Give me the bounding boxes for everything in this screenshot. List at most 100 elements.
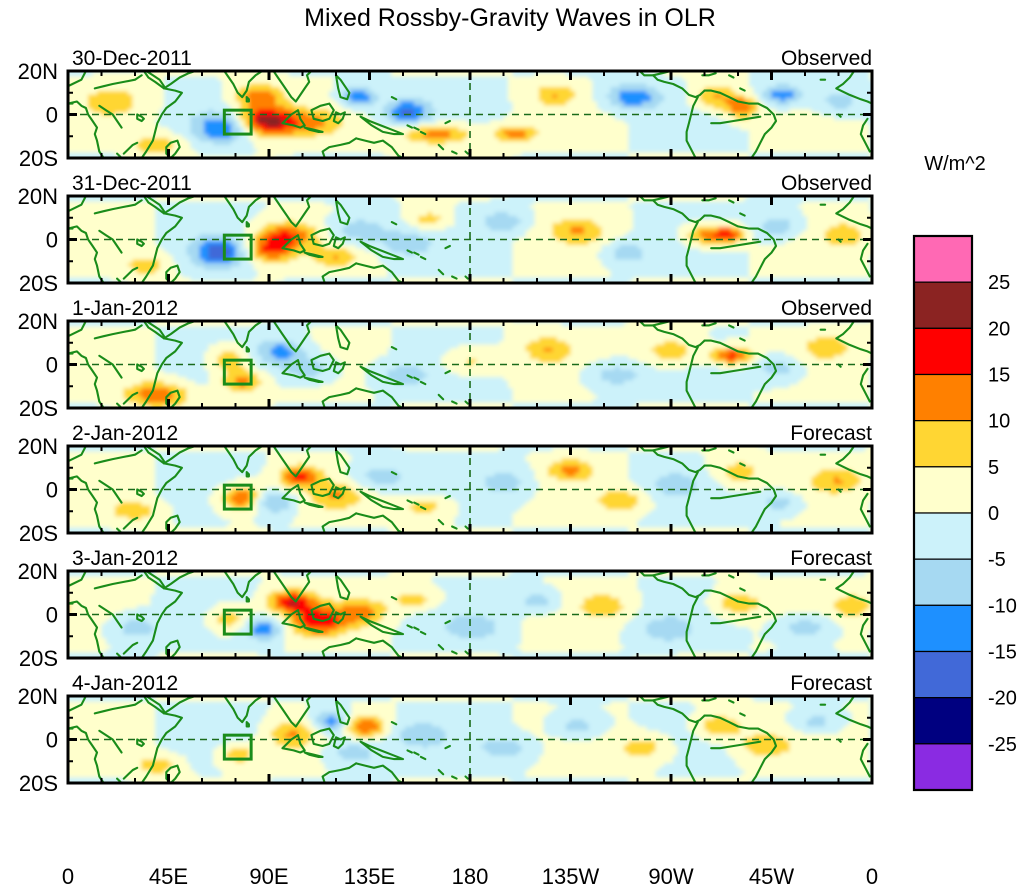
colorbar-band	[913, 512, 973, 560]
colorbar-tick-label: -10	[988, 595, 1017, 617]
colorbar-band	[913, 558, 973, 606]
coastline	[245, 96, 250, 103]
map-panel: 30-Dec-2011 Observed 20N 0 20S	[18, 47, 874, 171]
coastline	[451, 275, 458, 280]
coastline	[272, 571, 313, 603]
coastline	[406, 374, 413, 379]
coastline	[835, 196, 872, 230]
coastline	[68, 71, 105, 158]
coastline	[419, 380, 427, 386]
coastline	[685, 96, 699, 158]
map-panel: 1-Jan-2012 Observed 20N 0 20S	[18, 297, 874, 421]
x-axis-tick-label: 180	[452, 864, 489, 889]
coastline	[359, 615, 405, 636]
coastline	[859, 617, 871, 653]
coastline	[321, 762, 358, 783]
coastline	[332, 611, 346, 625]
x-axis-tick-label: 45E	[149, 864, 188, 889]
coastline	[685, 721, 699, 783]
coastline	[355, 387, 405, 408]
coastline	[835, 571, 872, 605]
x-axis-labels: 0 45E 90E 135E 180 135W 90W 45W 0	[62, 864, 878, 889]
panel-date-label: 3-Jan-2012	[72, 547, 178, 570]
y-axis-tick-label: 20N	[18, 559, 58, 584]
coastline	[332, 361, 346, 375]
coastline	[93, 699, 143, 715]
coastline	[437, 643, 445, 651]
coastline	[859, 367, 871, 403]
coastline	[464, 150, 469, 155]
coastline	[710, 365, 762, 375]
coastline	[703, 339, 778, 408]
coastline	[321, 137, 358, 158]
coastline	[303, 626, 324, 633]
coastline	[464, 275, 469, 280]
colorbar-band	[913, 235, 973, 283]
coastline	[321, 262, 358, 283]
colorbar-frame	[912, 234, 974, 792]
colorbar-band	[913, 281, 973, 329]
y-axis-tick-label: 20S	[19, 396, 58, 421]
coastline	[145, 446, 166, 463]
coastline	[98, 604, 123, 629]
coastline	[140, 321, 183, 408]
analysis-region-box	[222, 483, 253, 511]
colorbar-band	[913, 650, 973, 699]
panel-status-label: Observed	[781, 47, 872, 70]
coastline	[334, 324, 351, 351]
coastline	[93, 574, 143, 590]
coastline	[223, 196, 264, 224]
coastline	[859, 742, 871, 778]
coastline	[245, 221, 250, 228]
colorbar-tick-label: -5	[988, 549, 1006, 571]
coastline	[652, 574, 706, 599]
coastline	[223, 71, 264, 99]
coastline	[303, 251, 324, 258]
coastline	[355, 137, 405, 158]
coastline	[281, 359, 306, 379]
coastline	[122, 516, 139, 530]
coastline	[136, 113, 145, 123]
x-axis-tick-label: 45W	[749, 864, 794, 889]
panel-date-label: 30-Dec-2011	[72, 47, 192, 70]
coastline	[334, 199, 351, 226]
coastline	[464, 650, 469, 655]
coastline	[122, 141, 139, 155]
x-axis-tick-label: 90E	[249, 864, 288, 889]
coastline	[310, 102, 335, 123]
colorbar-tick-label: -15	[988, 642, 1017, 664]
y-axis-tick-label: 0	[46, 603, 58, 628]
coastline	[145, 71, 166, 88]
coastline	[136, 238, 145, 248]
coastline	[98, 479, 123, 504]
y-axis-tick-label: 0	[46, 478, 58, 503]
coastline	[728, 324, 735, 329]
coastline	[145, 196, 166, 213]
coastline	[728, 574, 735, 579]
coastline	[710, 115, 762, 125]
coastline	[451, 650, 458, 655]
coastline	[703, 89, 778, 158]
colorbar-band	[913, 327, 973, 376]
coastline	[359, 365, 405, 386]
coastline	[355, 262, 405, 283]
coastline	[835, 446, 872, 480]
coastline	[835, 696, 872, 730]
y-axis-tick-label: 0	[46, 728, 58, 753]
coastline	[334, 449, 351, 476]
x-axis-tick-label: 0	[62, 864, 74, 889]
y-axis-tick-label: 20N	[18, 184, 58, 209]
page-title: Mixed Rossby-Gravity Waves in OLR	[304, 4, 716, 32]
coastline	[359, 115, 405, 136]
coastline	[437, 518, 445, 526]
coastline	[359, 240, 405, 261]
coastline	[272, 71, 313, 103]
y-axis-tick-label: 20S	[19, 771, 58, 796]
coastline	[703, 589, 778, 658]
coastline	[355, 762, 405, 783]
coastline	[140, 571, 183, 658]
panel-overlays	[68, 696, 872, 783]
panel-status-label: Observed	[781, 297, 872, 320]
y-axis-tick-label: 20S	[19, 646, 58, 671]
